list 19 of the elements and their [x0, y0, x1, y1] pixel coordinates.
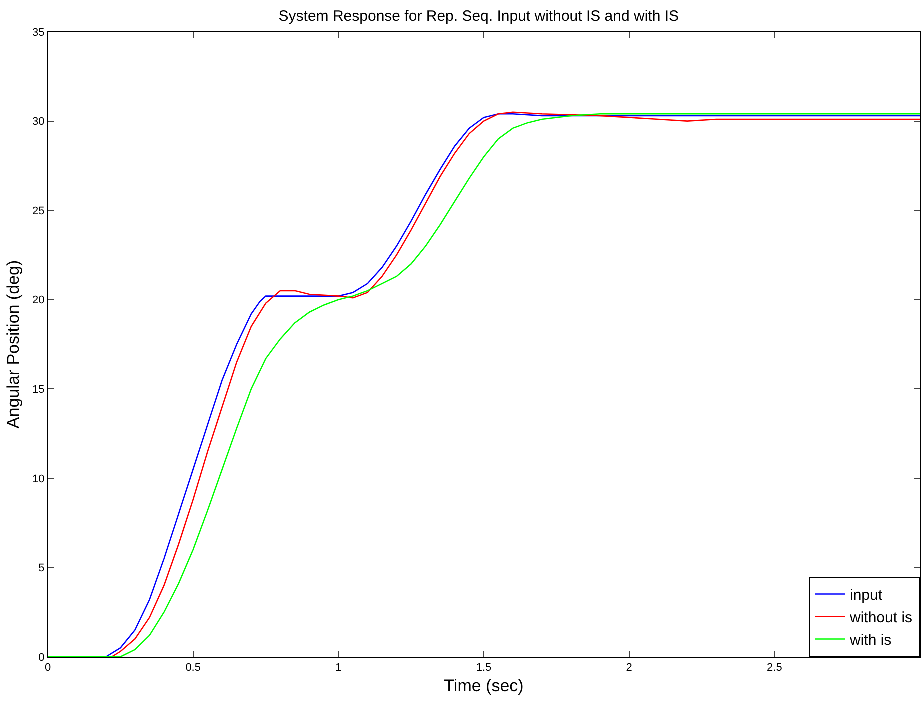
- legend-label: input: [850, 587, 884, 604]
- y-tick-label: 5: [38, 562, 45, 575]
- y-tick-label: 10: [32, 473, 45, 486]
- y-tick-label: 35: [32, 26, 45, 39]
- x-tick-label: 1: [336, 662, 342, 674]
- y-tick-label: 20: [32, 294, 45, 307]
- y-axis-title: Angular Position (deg): [4, 260, 24, 429]
- x-tick-label: 1.5: [476, 662, 492, 674]
- y-tick-label: 15: [32, 384, 45, 396]
- legend-label: with is: [849, 632, 892, 650]
- y-tick-label: 25: [32, 205, 45, 218]
- y-tick-label: 0: [38, 652, 45, 664]
- x-axis-title: Time (sec): [444, 676, 524, 696]
- y-tick-label: 30: [32, 116, 45, 128]
- x-tick-label: 0.5: [186, 662, 201, 674]
- x-tick-label: 2: [626, 662, 632, 674]
- chart-title: System Response for Rep. Seq. Input without IS and with IS: [278, 8, 680, 26]
- legend-label: without is: [849, 610, 913, 627]
- x-tick-label: 2.5: [767, 662, 782, 674]
